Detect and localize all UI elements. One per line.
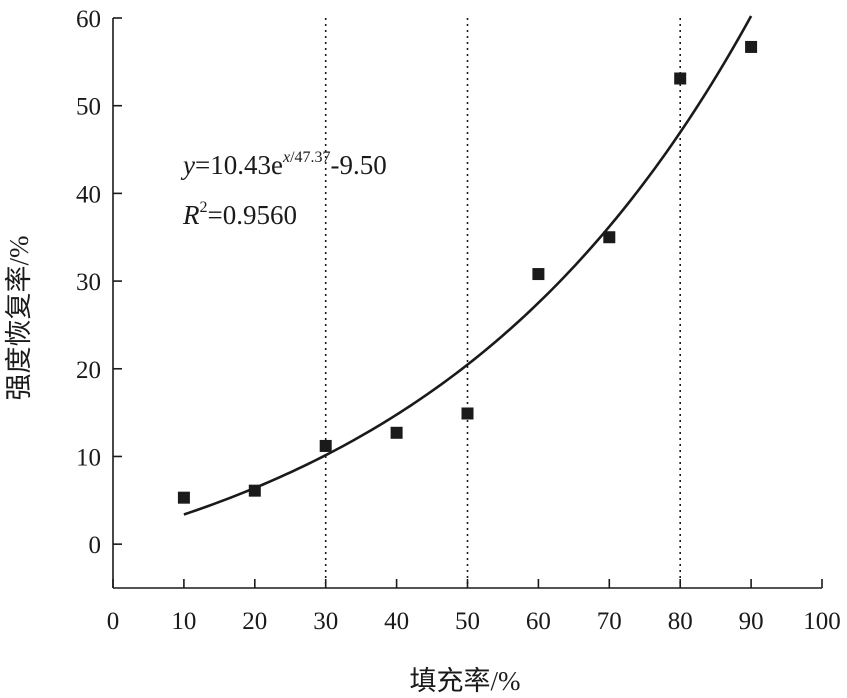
- x-tick-label: 90: [739, 608, 764, 635]
- x-tick-label: 40: [384, 608, 409, 635]
- y-tick-label: 40: [76, 181, 101, 208]
- reference-lines: [324, 18, 682, 588]
- y-ticks: 0 10 20 30 40 50 60: [76, 6, 122, 559]
- fit-equation: y=10.43ex/47.37-9.50: [180, 149, 387, 180]
- data-point: [745, 40, 758, 53]
- x-tick-label: 80: [668, 608, 693, 635]
- data-points: [177, 40, 758, 504]
- equation-coef: =10.43e: [195, 150, 283, 180]
- y-tick-label: 50: [76, 94, 101, 121]
- equation-exp-rest: /47.37: [290, 149, 330, 166]
- x-tick-label: 60: [526, 608, 551, 635]
- r-squared: R2=0.9560: [182, 199, 297, 230]
- x-tick-label: 10: [171, 608, 196, 635]
- x-tick-label: 0: [107, 608, 120, 635]
- fit-curve: [183, 15, 753, 516]
- data-point: [319, 439, 332, 452]
- equation-tail: -9.50: [331, 150, 387, 180]
- data-point: [603, 231, 616, 244]
- data-point: [461, 407, 474, 420]
- x-tick-label: 70: [597, 608, 622, 635]
- fit-curve-group: [183, 15, 753, 516]
- x-ticks: 0 10 20 30 40 50 60 70 80 90 100: [107, 579, 841, 635]
- data-point: [390, 426, 403, 439]
- y-axis-title: 强度恢复率/%: [4, 236, 34, 401]
- data-point: [248, 484, 261, 497]
- equation-var: y: [180, 150, 195, 180]
- data-point: [177, 491, 190, 504]
- data-point: [674, 72, 687, 85]
- equation-exp-var: x: [282, 149, 290, 166]
- r2-value: =0.9560: [208, 200, 297, 230]
- y-tick-label: 10: [76, 444, 101, 471]
- data-point: [532, 268, 545, 281]
- x-tick-label: 20: [242, 608, 267, 635]
- r2-var: R: [182, 200, 200, 230]
- x-tick-label: 100: [803, 608, 841, 635]
- y-tick-label: 60: [76, 6, 101, 33]
- x-tick-label: 50: [455, 608, 480, 635]
- y-tick-label: 0: [89, 532, 102, 559]
- y-tick-label: 30: [76, 269, 101, 296]
- y-tick-label: 20: [76, 357, 101, 384]
- x-tick-label: 30: [313, 608, 338, 635]
- x-axis-title: 填充率/%: [410, 666, 521, 696]
- r2-sup: 2: [200, 199, 208, 216]
